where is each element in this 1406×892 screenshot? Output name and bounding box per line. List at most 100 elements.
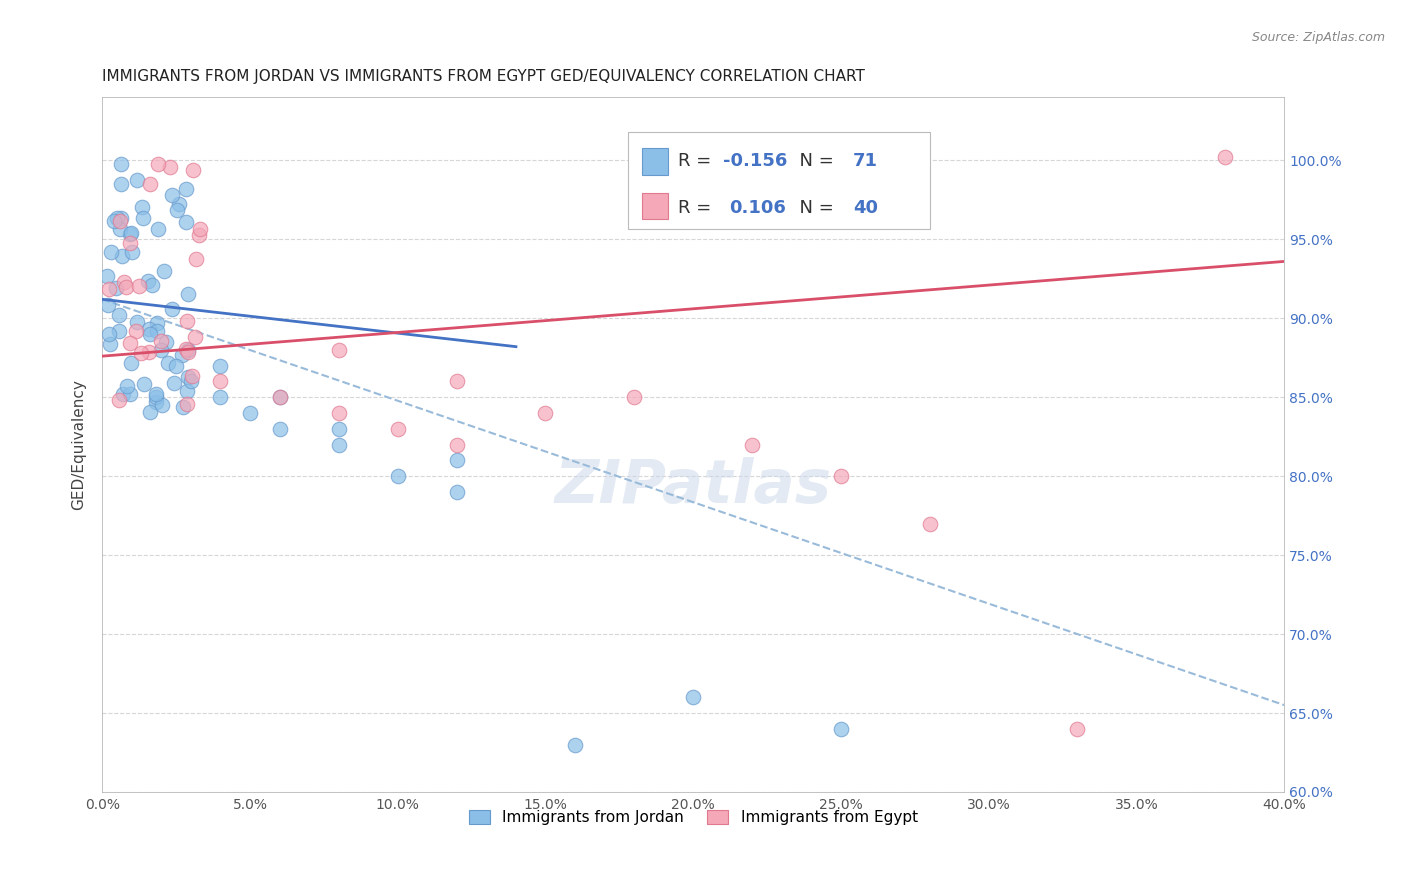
Point	[145, 386, 167, 401]
Point	[163, 376, 186, 390]
Point	[177, 286, 200, 301]
Point	[181, 369, 204, 384]
Point	[177, 370, 200, 384]
Point	[1213, 150, 1236, 164]
Point	[132, 211, 155, 226]
Point	[131, 200, 153, 214]
Point	[145, 394, 167, 409]
Point	[172, 400, 194, 414]
Point	[156, 356, 179, 370]
Point	[176, 384, 198, 398]
Text: ZIPatlas: ZIPatlas	[555, 457, 832, 516]
Point	[117, 378, 139, 392]
Point	[177, 345, 200, 359]
Point	[136, 274, 159, 288]
Text: R =: R =	[678, 199, 723, 217]
Point	[120, 356, 142, 370]
Point	[188, 222, 211, 236]
Point	[146, 324, 169, 338]
Point	[121, 245, 143, 260]
Point	[134, 376, 156, 391]
Point	[564, 738, 586, 752]
Point	[108, 221, 131, 235]
Point	[328, 437, 350, 451]
Point	[328, 406, 350, 420]
Point	[155, 334, 177, 349]
Point	[141, 277, 163, 292]
FancyBboxPatch shape	[643, 193, 668, 219]
Text: N =: N =	[787, 153, 839, 170]
Point	[138, 326, 160, 341]
Point	[269, 390, 291, 404]
Point	[108, 392, 131, 407]
Text: R =: R =	[678, 153, 717, 170]
Point	[176, 314, 198, 328]
Point	[120, 335, 142, 350]
Point	[682, 690, 704, 705]
Point	[160, 302, 183, 317]
Point	[98, 327, 121, 342]
Point	[125, 324, 148, 338]
Point	[830, 722, 852, 736]
Point	[110, 211, 132, 225]
Point	[120, 226, 142, 240]
Point	[149, 334, 172, 348]
Point	[110, 177, 132, 191]
Point	[120, 227, 142, 242]
Text: IMMIGRANTS FROM JORDAN VS IMMIGRANTS FROM EGYPT GED/EQUIVALENCY CORRELATION CHAR: IMMIGRANTS FROM JORDAN VS IMMIGRANTS FRO…	[103, 69, 865, 84]
Y-axis label: GED/Equivalency: GED/Equivalency	[72, 379, 86, 510]
Point	[387, 422, 409, 436]
Point	[153, 264, 176, 278]
Point	[104, 281, 127, 295]
Point	[139, 177, 162, 191]
Point	[115, 280, 138, 294]
Point	[128, 279, 150, 293]
Point	[209, 390, 232, 404]
Point	[176, 397, 198, 411]
Point	[181, 162, 204, 177]
Point	[111, 248, 134, 262]
Point	[97, 282, 120, 296]
Point	[446, 437, 468, 451]
Point	[110, 156, 132, 170]
Point	[741, 437, 763, 451]
Point	[165, 359, 187, 373]
Point	[100, 244, 122, 259]
Point	[125, 315, 148, 329]
Text: N =: N =	[787, 199, 839, 217]
Point	[107, 324, 129, 338]
Point	[209, 375, 232, 389]
Point	[269, 390, 291, 404]
Point	[103, 214, 125, 228]
Point	[150, 398, 173, 412]
Point	[138, 344, 160, 359]
Point	[112, 387, 135, 401]
Point	[145, 390, 167, 404]
Point	[187, 228, 209, 243]
Point	[112, 275, 135, 289]
Point	[98, 337, 121, 351]
Point	[170, 348, 193, 362]
Point	[239, 406, 262, 420]
Point	[146, 157, 169, 171]
Point	[446, 375, 468, 389]
Point	[174, 215, 197, 229]
Point	[269, 422, 291, 436]
FancyBboxPatch shape	[628, 132, 929, 229]
Point	[1066, 722, 1088, 736]
Point	[328, 343, 350, 357]
Point	[830, 469, 852, 483]
Point	[387, 469, 409, 483]
Point	[166, 203, 188, 218]
Point	[446, 453, 468, 467]
Point	[184, 252, 207, 266]
Point	[96, 268, 118, 283]
Legend: Immigrants from Jordan, Immigrants from Egypt: Immigrants from Jordan, Immigrants from …	[461, 802, 925, 833]
Point	[162, 188, 184, 202]
Point	[127, 173, 149, 187]
Point	[146, 222, 169, 236]
Point	[184, 330, 207, 344]
Text: 0.106: 0.106	[728, 199, 786, 217]
Point	[177, 343, 200, 357]
Point	[120, 387, 142, 401]
